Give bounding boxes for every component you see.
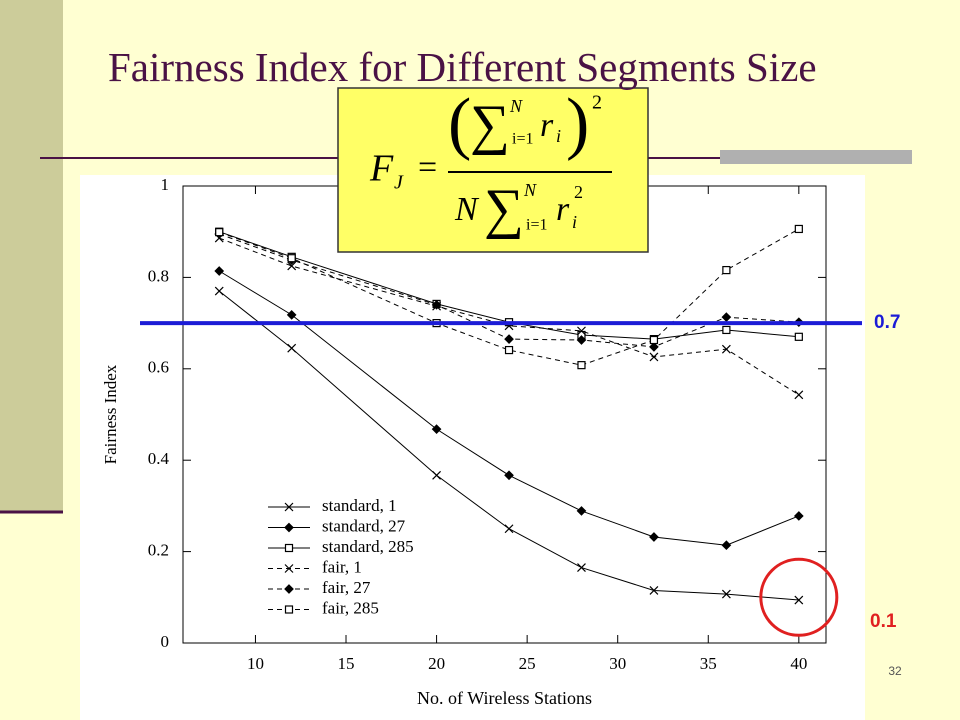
marker — [287, 343, 297, 353]
formula-text: N — [509, 96, 523, 116]
slide-title: Fairness Index for Different Segments Si… — [108, 44, 817, 90]
highlight-label: 0.1 — [870, 611, 897, 632]
marker — [649, 586, 659, 595]
y-tick-label: 0.8 — [148, 266, 169, 285]
y-axis-label: Fairness Index — [101, 364, 120, 464]
legend-label: standard, 27 — [322, 516, 406, 535]
marker — [794, 224, 803, 234]
marker — [504, 470, 514, 481]
marker — [431, 299, 442, 310]
marker — [214, 286, 224, 296]
marker — [504, 334, 514, 344]
formula-background — [337, 87, 649, 253]
formula-text: N — [523, 180, 537, 200]
formula-text: 2 — [574, 182, 583, 202]
formula-text: J — [394, 172, 404, 194]
formula-text: i=1 — [526, 217, 547, 234]
page-number: 32 — [888, 664, 902, 678]
marker — [649, 335, 659, 345]
formula-text: ∑ — [484, 178, 524, 240]
marker — [504, 524, 514, 534]
formula-text: r — [556, 191, 570, 228]
chart-area — [80, 175, 865, 720]
chart: 0 0.2 0.4 0.6 0.8 1 10 15 20 25 30 35 40 No. of Wirel… — [101, 175, 827, 708]
x-axis-label: No. of Wireless Stations — [417, 688, 592, 708]
formula-text: i — [556, 126, 561, 146]
x-tick-label: 25 — [519, 654, 536, 673]
series-line — [219, 228, 800, 366]
legend-marker — [284, 605, 294, 614]
formula-text: ∑ — [470, 94, 510, 156]
series-line — [219, 231, 799, 340]
highlight-circle — [759, 557, 839, 637]
formula-text: i — [572, 212, 577, 232]
marker — [794, 390, 804, 400]
formula-text: N — [454, 191, 480, 228]
marker — [215, 228, 224, 237]
formula-text: r — [540, 107, 554, 144]
legend-marker — [284, 543, 294, 553]
marker — [286, 310, 297, 320]
x-tick-label: 20 — [428, 654, 445, 673]
legend-label: standard, 285 — [322, 537, 414, 556]
title-accent — [720, 150, 912, 164]
marker — [431, 424, 442, 434]
legend-label: fair, 27 — [322, 578, 371, 597]
x-tick-label: 15 — [338, 654, 355, 673]
marker — [793, 511, 804, 521]
marker — [794, 595, 804, 605]
marker — [577, 563, 586, 573]
legend-label: fair, 1 — [322, 557, 362, 576]
x-tick-label: 40 — [790, 654, 807, 673]
marker — [214, 266, 225, 276]
legend-marker — [284, 584, 294, 594]
marker — [287, 261, 297, 271]
y-tick-label: 0 — [161, 632, 170, 651]
formula-text: ) — [566, 85, 589, 162]
y-tick-label: 0.4 — [148, 449, 170, 468]
marker — [722, 265, 731, 275]
formula-text: 2 — [592, 92, 602, 114]
formula-text: F — [369, 148, 394, 190]
legend-marker — [284, 502, 294, 512]
formula-text: = — [418, 149, 437, 186]
series-line — [219, 237, 800, 396]
legend-marker — [284, 522, 294, 533]
x-tick-label: 30 — [609, 654, 626, 673]
formula-text: i=1 — [512, 131, 533, 148]
series-line — [218, 290, 799, 601]
legend-label: standard, 1 — [322, 496, 397, 515]
y-tick-label: 1 — [161, 175, 170, 194]
marker — [649, 352, 659, 362]
formula-text: ( — [448, 85, 471, 162]
marker — [432, 470, 442, 480]
marker — [794, 332, 803, 341]
marker — [576, 335, 587, 345]
series-line — [219, 233, 799, 348]
reference-label: 0.7 — [874, 312, 900, 333]
marker — [722, 325, 731, 335]
marker — [721, 589, 731, 599]
legend-label: fair, 285 — [322, 598, 379, 617]
series-line — [218, 270, 800, 546]
marker — [649, 342, 659, 352]
y-tick-label: 0.6 — [148, 358, 169, 377]
x-tick-label: 35 — [700, 654, 717, 673]
marker — [721, 540, 732, 551]
marker — [577, 326, 586, 336]
marker — [504, 345, 514, 355]
marker — [721, 344, 731, 354]
marker — [576, 506, 587, 516]
legend-marker — [284, 564, 294, 573]
marker — [287, 254, 296, 263]
side-bar — [0, 0, 63, 512]
x-tick-label: 10 — [247, 654, 264, 673]
marker — [649, 532, 659, 542]
y-tick-label: 0.2 — [148, 541, 169, 560]
formula-box: F J = ( ∑ N i=1 r i ) 2 N ∑ N i=1 r i 2 — [337, 85, 649, 253]
marker — [577, 361, 586, 370]
